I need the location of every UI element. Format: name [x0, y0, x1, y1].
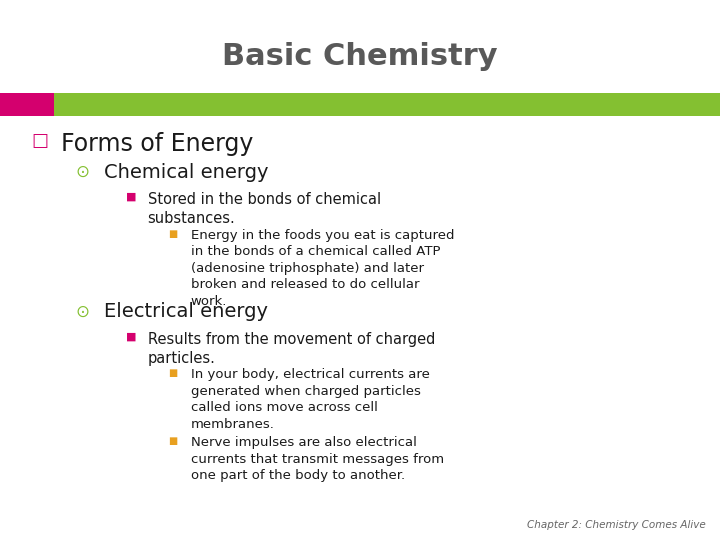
- Text: Chapter 2: Chemistry Comes Alive: Chapter 2: Chemistry Comes Alive: [527, 520, 706, 530]
- Text: Basic Chemistry: Basic Chemistry: [222, 42, 498, 71]
- Text: ■: ■: [168, 229, 177, 239]
- Bar: [54, 93, 720, 116]
- Text: Nerve impulses are also electrical
currents that transmit messages from
one part: Nerve impulses are also electrical curre…: [191, 436, 444, 482]
- Text: ⊙: ⊙: [76, 163, 90, 181]
- Text: ■: ■: [126, 192, 136, 202]
- Bar: [0, 93, 54, 116]
- Text: ⊙: ⊙: [76, 302, 90, 320]
- Text: Forms of Energy: Forms of Energy: [61, 132, 253, 156]
- Text: ■: ■: [126, 332, 136, 342]
- Text: Electrical energy: Electrical energy: [104, 302, 269, 321]
- Text: In your body, electrical currents are
generated when charged particles
called io: In your body, electrical currents are ge…: [191, 368, 430, 431]
- Text: Results from the movement of charged
particles.: Results from the movement of charged par…: [148, 332, 435, 366]
- Text: □: □: [31, 132, 48, 150]
- Text: ■: ■: [168, 368, 177, 379]
- Text: Chemical energy: Chemical energy: [104, 163, 269, 182]
- Text: ■: ■: [168, 436, 177, 447]
- Text: Energy in the foods you eat is captured
in the bonds of a chemical called ATP
(a: Energy in the foods you eat is captured …: [191, 229, 454, 308]
- Text: Stored in the bonds of chemical
substances.: Stored in the bonds of chemical substanc…: [148, 192, 381, 226]
